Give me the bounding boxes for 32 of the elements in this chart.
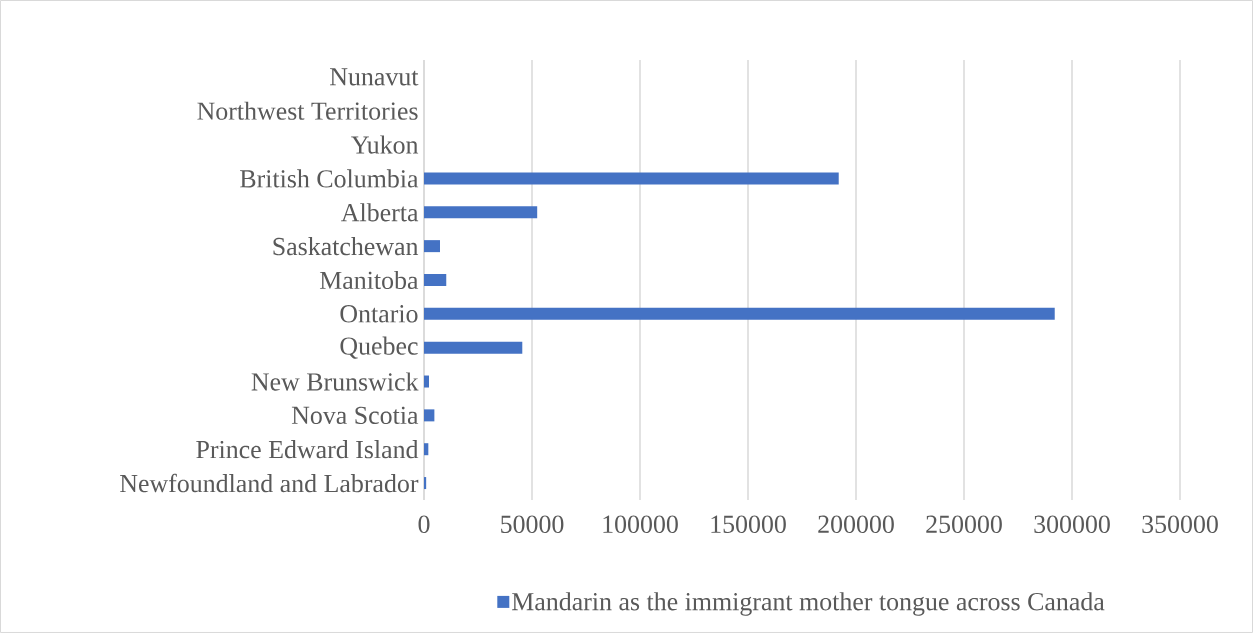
bar xyxy=(424,409,435,422)
y-tick-label: Alberta xyxy=(341,203,419,222)
x-tick-label: 250000 xyxy=(926,515,1002,533)
x-tick-label: 350000 xyxy=(1142,515,1218,533)
y-tick-label: Yukon xyxy=(351,135,419,154)
x-tick-label: 300000 xyxy=(1034,515,1110,533)
bar xyxy=(424,341,523,354)
y-tick-label: Newfoundland and Labrador xyxy=(120,473,419,493)
x-tick-label: 200000 xyxy=(818,515,894,533)
y-tick-label: Nunavut xyxy=(330,68,419,86)
y-tick-label: British Columbia xyxy=(240,169,419,188)
bar xyxy=(424,307,1055,320)
x-tick-label: 50000 xyxy=(501,515,564,533)
bar xyxy=(424,240,440,253)
bar xyxy=(424,375,429,388)
y-tick-label: Prince Edward Island xyxy=(196,440,419,459)
x-tick-label: 0 xyxy=(418,515,430,533)
x-tick-label: 100000 xyxy=(603,515,678,533)
y-tick-label: Northwest Territories xyxy=(197,101,418,120)
y-tick-label: Manitoba xyxy=(319,270,419,290)
x-tick-label: 150000 xyxy=(711,515,786,533)
bar xyxy=(424,273,447,286)
bar xyxy=(424,477,427,490)
y-tick-label: New Brunswick xyxy=(251,372,419,391)
y-tick-label: Saskatchewan xyxy=(273,237,419,256)
y-tick-label: Nova Scotia xyxy=(291,406,419,425)
bar xyxy=(424,206,538,219)
bar xyxy=(424,443,429,456)
bar xyxy=(424,172,839,185)
legend-label: Mandarin as the immigrant mother tongue across Canada xyxy=(512,592,1105,616)
y-tick-label: Quebec xyxy=(340,336,418,359)
y-tick-label: Ontario xyxy=(340,305,418,323)
